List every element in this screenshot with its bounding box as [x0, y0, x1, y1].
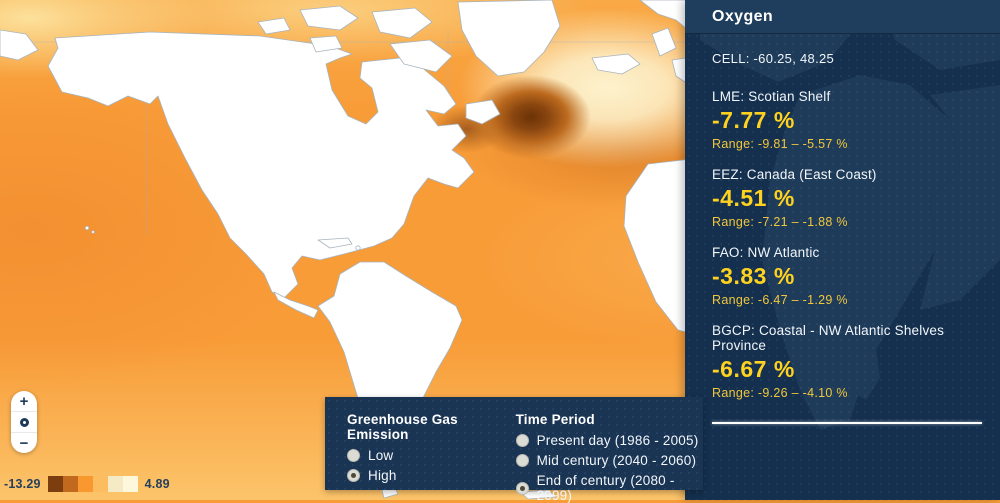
region-value: -3.83 % — [712, 263, 795, 289]
region-value: -7.77 % — [712, 107, 795, 133]
panel-content: CELL: -60.25, 48.25 LME: Scotian Shelf -… — [685, 34, 1000, 424]
radio-label: Present day (1986 - 2005) — [536, 433, 699, 448]
radio-label: High — [368, 468, 397, 483]
radio-option-end-of-century[interactable]: End of century (2080 - 2099) — [515, 473, 703, 503]
region-section-fao: FAO: NW Atlantic -3.83 % Range: -6.47 – … — [712, 245, 982, 307]
radio-option-low[interactable]: Low — [347, 448, 508, 463]
time-period-title: Time Period — [515, 412, 595, 427]
radio-option-high[interactable]: High — [347, 468, 508, 483]
radio-icon[interactable] — [515, 481, 529, 495]
radio-option-present-day[interactable]: Present day (1986 - 2005) — [515, 433, 703, 448]
region-range: Range: -9.26 – -4.10 % — [712, 386, 848, 400]
radio-icon[interactable] — [347, 449, 360, 462]
info-panel: Oxygen CELL: -60.25, 48.25 LME: Scotian … — [685, 0, 1000, 500]
radio-label: Mid century (2040 - 2060) — [536, 453, 697, 468]
region-label: FAO: NW Atlantic — [712, 245, 820, 260]
legend-swatch — [92, 476, 108, 492]
recenter-button[interactable] — [11, 411, 37, 432]
panel-header: Oxygen — [685, 0, 1000, 34]
region-label: LME: Scotian Shelf — [712, 89, 831, 104]
radio-label: Low — [368, 448, 394, 463]
region-label: EEZ: Canada (East Coast) — [712, 167, 877, 182]
emission-control-group: Greenhouse Gas Emission Low High — [347, 397, 508, 490]
zoom-in-button[interactable]: + — [11, 391, 37, 411]
legend-swatch — [122, 476, 138, 492]
legend-swatch — [107, 476, 123, 492]
legend-swatch — [62, 476, 78, 492]
region-section-bgcp: BGCP: Coastal - NW Atlantic Shelves Prov… — [712, 323, 982, 400]
scenario-controls-panel: Greenhouse Gas Emission Low High Time Pe… — [325, 397, 703, 503]
panel-title: Oxygen — [712, 7, 774, 25]
legend-swatches — [47, 476, 138, 492]
radio-icon[interactable] — [347, 469, 360, 482]
zoom-out-button[interactable]: − — [11, 432, 37, 453]
legend-swatch — [77, 476, 93, 492]
region-range: Range: -6.47 – -1.29 % — [712, 293, 848, 307]
legend-max-label: 4.89 — [144, 477, 170, 491]
panel-divider — [712, 422, 982, 424]
region-label: BGCP: Coastal - NW Atlantic Shelves Prov… — [712, 323, 945, 353]
legend-min-label: -13.29 — [4, 477, 41, 491]
radio-label: End of century (2080 - 2099) — [536, 473, 675, 503]
emission-title: Greenhouse Gas Emission — [347, 412, 458, 442]
radio-option-mid-century[interactable]: Mid century (2040 - 2060) — [515, 453, 703, 468]
legend-swatch — [47, 476, 63, 492]
cell-coordinates: CELL: -60.25, 48.25 — [712, 51, 835, 66]
map-zoom-control: + − — [11, 391, 37, 453]
time-period-control-group: Time Period Present day (1986 - 2005) Mi… — [515, 397, 703, 503]
target-icon — [19, 417, 29, 427]
radio-icon[interactable] — [515, 454, 529, 467]
region-section-lme: LME: Scotian Shelf -7.77 % Range: -9.81 … — [712, 89, 982, 151]
region-value: -4.51 % — [712, 185, 795, 211]
region-section-eez: EEZ: Canada (East Coast) -4.51 % Range: … — [712, 167, 982, 229]
region-range: Range: -9.81 – -5.57 % — [712, 137, 848, 151]
region-range: Range: -7.21 – -1.88 % — [712, 215, 848, 229]
radio-icon[interactable] — [515, 434, 529, 447]
color-scale-legend: -13.29 4.89 — [4, 476, 170, 492]
region-value: -6.67 % — [712, 356, 795, 382]
panel-background-map — [700, 0, 1000, 430]
